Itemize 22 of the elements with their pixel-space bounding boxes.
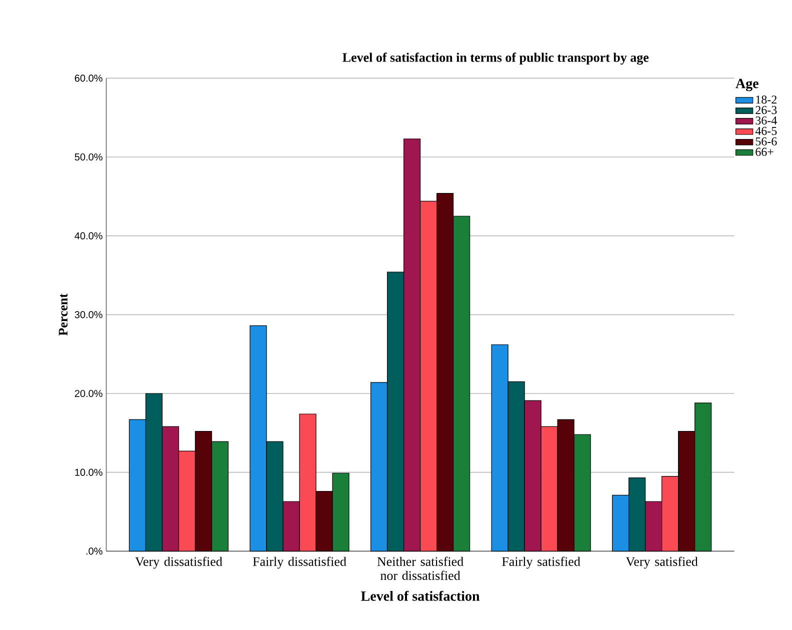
legend-label: 56-6	[756, 137, 777, 146]
x-tick-label: Neither satisfied nor dissatisfied	[377, 556, 464, 580]
y-tick-label: 60.0%	[74, 74, 102, 82]
y-tick-label: 30.0%	[74, 311, 102, 318]
y-tick-label: .0%	[86, 548, 102, 555]
y-axis-title: Percent	[58, 294, 68, 336]
y-tick-label: 20.0%	[74, 390, 102, 398]
chart-title: Level of satisfaction in terms of public transport by age	[342, 52, 649, 65]
legend-title: Age	[736, 78, 758, 92]
legend-label: 18-2	[756, 96, 776, 104]
x-tick-label: Very dissatisfied	[135, 556, 222, 569]
x-tick-label: Fairly dissatisfied	[252, 556, 346, 569]
legend-label: 46-5	[755, 126, 777, 135]
legend-label: 36-4	[756, 116, 777, 125]
legend-label: 66+	[756, 148, 774, 156]
legend-label: 26-3	[756, 106, 777, 114]
y-tick-label: 10.0%	[75, 468, 102, 476]
x-axis-title: Level of satisfaction	[361, 590, 480, 601]
y-tick-label: 50.0%	[74, 153, 102, 161]
x-tick-label: Very satisfied	[626, 556, 698, 569]
y-tick-label: 40.0%	[74, 232, 102, 240]
x-tick-label: Fairly satisfied	[502, 556, 580, 569]
